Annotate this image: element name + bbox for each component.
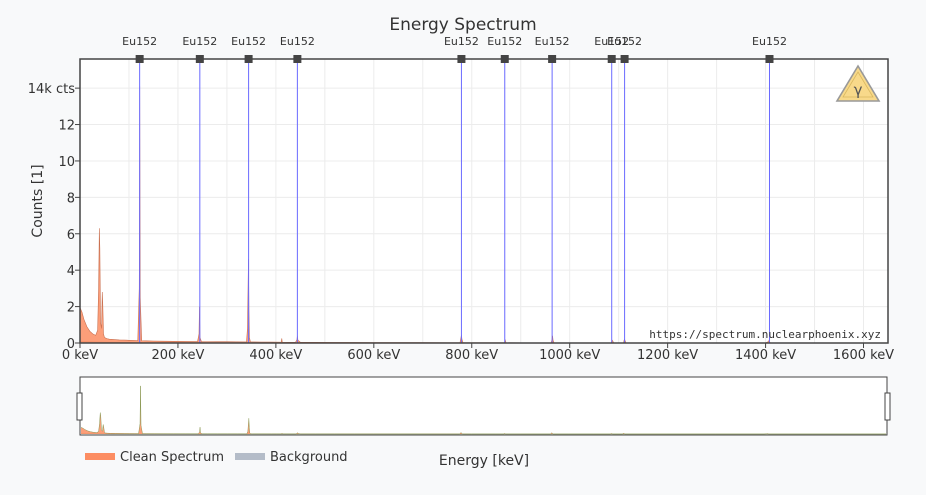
x-tick-label: 1600 keV xyxy=(833,348,894,363)
x-tick-label: 400 keV xyxy=(249,348,302,363)
watermark-url: https://spectrum.nuclearphoenix.xyz xyxy=(649,328,881,341)
peak-marker-label: Eu152 xyxy=(182,35,217,48)
y-tick-label: 8 xyxy=(67,191,75,206)
peak-marker-label: Eu152 xyxy=(752,35,787,48)
y-tick-label: 12 xyxy=(58,119,75,134)
peak-marker-label: Eu152 xyxy=(535,35,570,48)
gamma-warning-icon: γ xyxy=(835,64,881,102)
x-tick-label: 1400 keV xyxy=(735,348,796,363)
y-tick-label: 14k cts xyxy=(28,82,75,97)
y-axis-ticks: 0 2 4 6 8 10 12 14k cts xyxy=(28,82,80,352)
y-axis-title: Counts [1] xyxy=(30,164,46,237)
peak-marker-label: Eu152 xyxy=(487,35,522,48)
chart-title: Energy Spectrum xyxy=(389,15,536,35)
range-slider-series xyxy=(80,385,887,435)
plot-area[interactable] xyxy=(80,59,888,343)
y-tick-label: 10 xyxy=(58,155,75,170)
y-tick-label: 6 xyxy=(67,228,75,243)
peak-marker-label: Eu152 xyxy=(122,35,157,48)
x-axis-ticks: 0 keV 200 keV 400 keV 600 keV 800 keV 1000 ke… xyxy=(62,343,894,363)
x-tick-label: 1200 keV xyxy=(637,348,698,363)
x-tick-label: 600 keV xyxy=(347,348,400,363)
peak-marker-label: Eu152 xyxy=(231,35,266,48)
y-tick-label: 2 xyxy=(67,301,75,316)
slider-clean-spectrum-line xyxy=(80,385,886,435)
range-slider-bg[interactable] xyxy=(79,376,888,436)
peak-marker-label: Eu152 xyxy=(280,35,315,48)
svg-text:γ: γ xyxy=(854,81,863,99)
range-slider-right-handle[interactable] xyxy=(884,392,891,421)
x-tick-label: 800 keV xyxy=(445,348,498,363)
grid-lines xyxy=(80,59,888,343)
x-tick-label: 1000 keV xyxy=(539,348,600,363)
peak-marker-label: Eu152 xyxy=(594,35,629,48)
legend-swatch-clean-spectrum xyxy=(85,453,115,460)
legend-label-background: Background xyxy=(270,450,348,465)
legend: Clean Spectrum Background xyxy=(85,450,348,465)
range-slider-left-handle[interactable] xyxy=(76,392,83,421)
legend-label-clean-spectrum: Clean Spectrum xyxy=(120,450,224,465)
peak-marker-label: Eu152 xyxy=(444,35,479,48)
x-axis-title: Energy [keV] xyxy=(439,453,529,469)
x-tick-label: 0 keV xyxy=(62,348,98,363)
y-tick-label: 4 xyxy=(67,264,75,279)
legend-swatch-background xyxy=(235,453,265,460)
x-tick-label: 200 keV xyxy=(151,348,204,363)
plot-frame xyxy=(79,58,889,344)
peak-marker-label: Eu152 xyxy=(607,35,642,48)
y-tick-label: 0 xyxy=(67,337,75,352)
